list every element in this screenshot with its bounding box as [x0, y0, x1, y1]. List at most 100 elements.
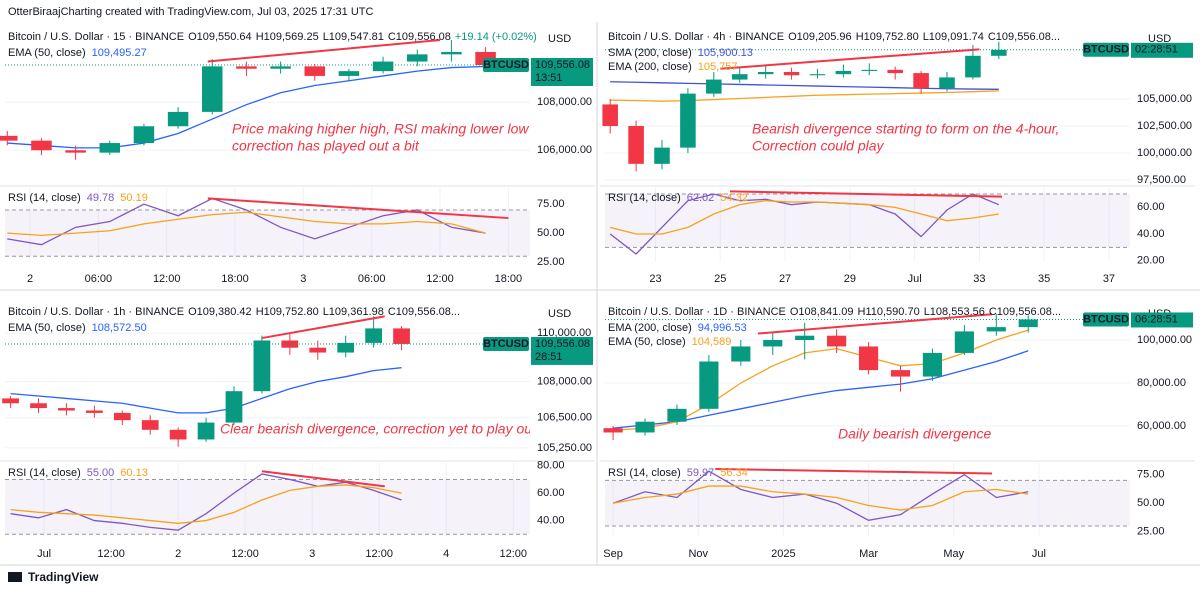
legend-name: EMA (50, close)	[8, 322, 86, 334]
ohlc-label: L109,091.74	[923, 31, 984, 43]
y-tick-label: 106,500.00	[537, 412, 592, 424]
x-tick-label: 12:00	[153, 273, 181, 285]
x-tick-label: 18:00	[221, 273, 249, 285]
x-tick-label: 2025	[771, 548, 795, 560]
candle-body	[407, 54, 428, 62]
trendline	[715, 467, 993, 475]
symbol-label: BTCUSD	[483, 59, 529, 71]
x-tick-label: 12:00	[97, 548, 125, 560]
x-tick-label: 23	[649, 273, 661, 285]
candle-body	[167, 111, 189, 127]
symbol-tag	[1083, 42, 1129, 57]
logo	[8, 572, 22, 582]
candle-body	[169, 429, 187, 440]
legend-name: EMA (50, close)	[608, 336, 686, 348]
currency: USD	[548, 33, 571, 45]
candle-body	[835, 70, 852, 75]
price-tag	[1131, 312, 1193, 328]
candle-body	[986, 327, 1006, 332]
rsi-title: RSI (14, close)	[8, 467, 81, 479]
ohlc-label: H109,752.80	[256, 306, 319, 318]
annotation: Price making higher high, RSI making low…	[232, 121, 529, 137]
price-tag-label: 109,556.08	[535, 59, 590, 71]
x-tick-label: May	[943, 548, 964, 560]
x-tick-label: 06:00	[358, 273, 386, 285]
x-tick-label: 18:00	[495, 273, 523, 285]
legend: EMA (50, close) 104,589	[608, 336, 731, 348]
candle-body	[991, 49, 1007, 56]
candle-body	[65, 150, 86, 153]
legend: SMA (200, close) 105,900.13	[608, 47, 753, 59]
candle-body	[699, 361, 719, 409]
candle-body	[922, 352, 943, 377]
candle-body	[827, 335, 847, 347]
legend-value: 105,900.13	[698, 47, 753, 59]
x-tick-label: Jul	[908, 273, 922, 285]
candle-body	[858, 346, 879, 371]
legend: EMA (200, close) 105,757	[608, 61, 738, 73]
annotation: Correction could play	[752, 138, 885, 154]
ohlc-label: C109,556.08...	[388, 306, 460, 318]
candle-body	[253, 340, 271, 392]
legend: Bitcoin / U.S. Dollar · 15 · BINANCE O109…	[8, 31, 537, 43]
x-tick-label: 12:00	[426, 273, 454, 285]
candle-body	[954, 331, 974, 353]
x-tick-label: Jul	[37, 548, 51, 560]
legend: Bitcoin / U.S. Dollar · 4h · BINANCE O109…	[608, 31, 1060, 43]
x-tick-label: 4	[443, 548, 449, 560]
legend-name: SMA (200, close)	[608, 47, 692, 59]
ohlc-label: H109,569.25	[256, 31, 319, 43]
x-tick-label: 12:00	[365, 548, 393, 560]
y-tick-label: 75.00	[1137, 469, 1165, 481]
symbol-title: Bitcoin / U.S. Dollar · 4h · BINANCE	[608, 31, 784, 43]
moving-average	[610, 81, 999, 90]
y-tick-label: 40.00	[537, 514, 565, 526]
legend-value: 56.34	[720, 467, 748, 479]
legend-value: 59.97	[687, 467, 715, 479]
candle-body	[236, 66, 257, 69]
y-tick-label: 105,250.00	[537, 442, 592, 454]
y-tick-label: 75.00	[537, 198, 565, 210]
y-tick-label: 60.00	[537, 487, 565, 499]
ohlc-label: O109,205.96	[788, 31, 852, 43]
y-tick-label: 80.00	[537, 460, 565, 472]
symbol-tag	[1083, 312, 1129, 327]
legend: EMA (50, close) 109,495.27	[8, 47, 147, 59]
legend-value: 55.00	[87, 467, 115, 479]
plot	[605, 463, 1130, 537]
rsi-title: RSI (14, close)	[608, 192, 681, 204]
candle-body	[706, 79, 722, 94]
trendline	[261, 470, 385, 488]
legend-value: 104,589	[692, 336, 732, 348]
y-tick-label: 100,000.00	[1137, 334, 1192, 346]
symbol-label: BTCUSD	[1083, 44, 1129, 56]
candle-body	[0, 135, 18, 141]
candle-body	[667, 408, 687, 422]
rsi-title: RSI (14, close)	[608, 467, 681, 479]
candle-body	[58, 408, 75, 411]
y-tick-label: 100,000.00	[1137, 147, 1192, 159]
rsi-line	[610, 200, 999, 235]
legend: EMA (200, close) 94,996.53	[608, 322, 747, 334]
annotation: correction has played out a bit	[232, 138, 420, 154]
price-tag	[531, 58, 593, 87]
candle-body	[202, 66, 223, 112]
ohlc-label: O108,841.09	[790, 306, 854, 318]
legend-value: 108,572.50	[92, 322, 147, 334]
candle-body	[337, 342, 355, 353]
y-tick-label: 108,000.00	[537, 375, 592, 387]
rsi-title: RSI (14, close)	[8, 192, 81, 204]
candle-body	[939, 77, 955, 89]
x-tick-label: Mar	[859, 548, 878, 560]
candle-body	[913, 73, 929, 89]
y-tick-label: 106,000.00	[537, 144, 592, 156]
legend: RSI (14, close) 59.97 56.34	[608, 467, 748, 479]
ohlc-label: H110,590.70	[858, 306, 920, 318]
plot	[605, 188, 1130, 262]
symbol-title: Bitcoin / U.S. Dollar · 1D · BINANCE	[608, 306, 786, 318]
symbol-title: Bitcoin / U.S. Dollar · 1h · BINANCE	[8, 306, 184, 318]
candle-body	[861, 69, 878, 71]
annotation: Daily bearish divergence	[838, 426, 992, 442]
